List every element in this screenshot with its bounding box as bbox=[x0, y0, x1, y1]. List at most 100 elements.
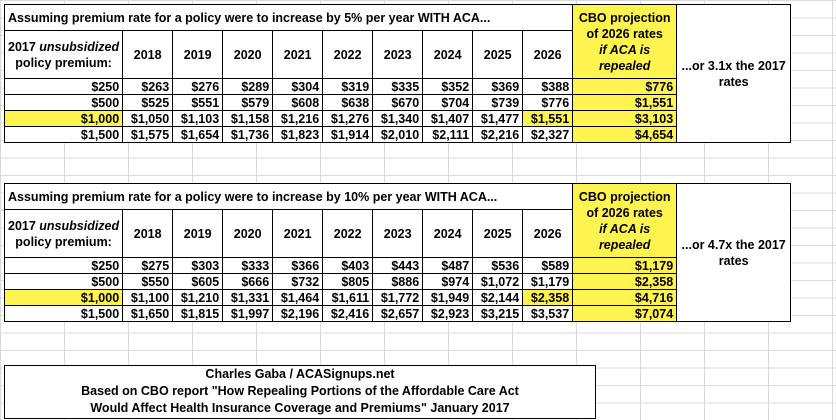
projected-premium-cell: $605 bbox=[172, 273, 224, 290]
cbo-header-line: CBO projection bbox=[578, 189, 671, 204]
cbo-projection-cell: $4,654 bbox=[572, 126, 678, 143]
projected-premium-cell: $1,914 bbox=[322, 126, 374, 143]
projected-premium-cell: $608 bbox=[272, 94, 324, 111]
projected-premium-cell: $3,537 bbox=[522, 305, 574, 322]
year-header: 2021 bbox=[272, 209, 324, 258]
base-premium-cell: $250 bbox=[3, 257, 124, 274]
header-text-unsubsidized: unsubsidized bbox=[39, 39, 120, 54]
year-header: 2022 bbox=[322, 30, 374, 79]
cbo-projection-header: CBO projection of 2026 rates if ACA is repe… bbox=[572, 183, 678, 258]
projected-premium-cell: $275 bbox=[122, 257, 174, 274]
projected-premium-cell: $2,416 bbox=[322, 305, 374, 322]
projected-premium-cell: $974 bbox=[422, 273, 474, 290]
cbo-projection-cell: $4,716 bbox=[572, 289, 678, 306]
cbo-header-line: repealed bbox=[598, 58, 651, 73]
projected-premium-cell: $263 bbox=[122, 78, 174, 95]
header-text-year: 2017 bbox=[8, 218, 40, 233]
projected-premium-cell: $1,464 bbox=[272, 289, 324, 306]
table-title: Assuming premium rate for a policy were … bbox=[3, 183, 574, 210]
projected-premium-cell: $1,407 bbox=[422, 110, 474, 127]
projected-premium-cell: $1,331 bbox=[222, 289, 274, 306]
cbo-projection-cell: $1,179 bbox=[572, 257, 678, 274]
header-text-unsubsidized: unsubsidized bbox=[39, 218, 120, 233]
year-header: 2026 bbox=[522, 209, 574, 258]
cbo-projection-cell: $1,551 bbox=[572, 94, 678, 111]
projected-premium-cell: $2,144 bbox=[472, 289, 524, 306]
cbo-projection-header: CBO projection of 2026 rates if ACA is repe… bbox=[572, 4, 678, 79]
projected-premium-cell: $333 bbox=[222, 257, 274, 274]
projected-premium-cell: $1,650 bbox=[122, 305, 174, 322]
base-premium-cell: $250 bbox=[3, 78, 124, 95]
header-text-policy: policy premium: bbox=[15, 55, 112, 70]
projected-premium-cell: $1,654 bbox=[172, 126, 224, 143]
projected-premium-cell: $638 bbox=[322, 94, 374, 111]
projected-premium-cell: $1,815 bbox=[172, 305, 224, 322]
projected-premium-cell: $1,158 bbox=[222, 110, 274, 127]
projected-premium-cell: $352 bbox=[422, 78, 474, 95]
projected-premium-cell: $1,050 bbox=[122, 110, 174, 127]
year-header: 2025 bbox=[472, 209, 524, 258]
projected-premium-cell: $2,923 bbox=[422, 305, 474, 322]
header-text-year: 2017 bbox=[8, 39, 40, 54]
year-header: 2018 bbox=[122, 209, 174, 258]
base-premium-cell: $1,500 bbox=[3, 305, 124, 322]
projected-premium-cell: $1,611 bbox=[322, 289, 374, 306]
year-header: 2018 bbox=[122, 30, 174, 79]
year-header: 2024 bbox=[422, 30, 474, 79]
base-premium-cell: $500 bbox=[3, 94, 124, 111]
projected-premium-cell: $2,196 bbox=[272, 305, 324, 322]
year-header: 2019 bbox=[172, 30, 224, 79]
footer-source-line2: Would Affect Health Insurance Coverage a… bbox=[90, 401, 510, 415]
projected-premium-cell: $487 bbox=[422, 257, 474, 274]
year-header: 2022 bbox=[322, 209, 374, 258]
projected-premium-cell: $579 bbox=[222, 94, 274, 111]
projected-premium-cell: $388 bbox=[522, 78, 574, 95]
year-header: 2023 bbox=[372, 30, 424, 79]
year-header: 2021 bbox=[272, 30, 324, 79]
projected-premium-cell: $403 bbox=[322, 257, 374, 274]
footer-source-line1: Based on CBO report "How Repealing Porti… bbox=[81, 384, 519, 398]
projected-premium-cell: $1,072 bbox=[472, 273, 524, 290]
base-premium-cell: $1,000 bbox=[3, 110, 124, 127]
projected-premium-cell: $443 bbox=[372, 257, 424, 274]
projected-premium-cell: $1,340 bbox=[372, 110, 424, 127]
year-header: 2024 bbox=[422, 209, 474, 258]
projected-premium-cell: $335 bbox=[372, 78, 424, 95]
cbo-header-line: of 2026 rates bbox=[586, 205, 663, 220]
base-premium-cell: $1,000 bbox=[3, 289, 124, 306]
projected-premium-cell: $1,823 bbox=[272, 126, 324, 143]
year-header: 2026 bbox=[522, 30, 574, 79]
projected-premium-cell: $1,477 bbox=[472, 110, 524, 127]
projected-premium-cell: $1,179 bbox=[522, 273, 574, 290]
projected-premium-cell: $589 bbox=[522, 257, 574, 274]
projected-premium-cell: $319 bbox=[322, 78, 374, 95]
projected-premium-cell: $1,575 bbox=[122, 126, 174, 143]
projected-premium-cell: $1,997 bbox=[222, 305, 274, 322]
cbo-header-line: if ACA is bbox=[599, 221, 651, 236]
base-premium-cell: $1,500 bbox=[3, 126, 124, 143]
footer-author: Charles Gaba / ACASignups.net bbox=[205, 367, 395, 381]
projected-premium-cell: $1,949 bbox=[422, 289, 474, 306]
cbo-header-line: if ACA is bbox=[599, 42, 651, 57]
projected-premium-cell: $551 bbox=[172, 94, 224, 111]
projected-premium-cell: $2,327 bbox=[522, 126, 574, 143]
year-header: 2025 bbox=[472, 30, 524, 79]
cbo-projection-cell: $776 bbox=[572, 78, 678, 95]
projected-premium-cell: $1,103 bbox=[172, 110, 224, 127]
projected-premium-cell: $3,215 bbox=[472, 305, 524, 322]
projected-premium-cell: $1,276 bbox=[322, 110, 374, 127]
projected-premium-cell: $2,358 bbox=[522, 289, 574, 306]
projected-premium-cell: $886 bbox=[372, 273, 424, 290]
source-footer: Charles Gaba / ACASignups.net Based on C… bbox=[4, 365, 596, 419]
year-header: 2019 bbox=[172, 209, 224, 258]
cbo-projection-cell: $3,103 bbox=[572, 110, 678, 127]
projected-premium-cell: $1,551 bbox=[522, 110, 574, 127]
header-text-policy: policy premium: bbox=[15, 234, 112, 249]
projected-premium-cell: $550 bbox=[122, 273, 174, 290]
base-premium-cell: $500 bbox=[3, 273, 124, 290]
projected-premium-cell: $303 bbox=[172, 257, 224, 274]
projected-premium-cell: $369 bbox=[472, 78, 524, 95]
projected-premium-cell: $1,210 bbox=[172, 289, 224, 306]
projected-premium-cell: $704 bbox=[422, 94, 474, 111]
projected-premium-cell: $2,657 bbox=[372, 305, 424, 322]
